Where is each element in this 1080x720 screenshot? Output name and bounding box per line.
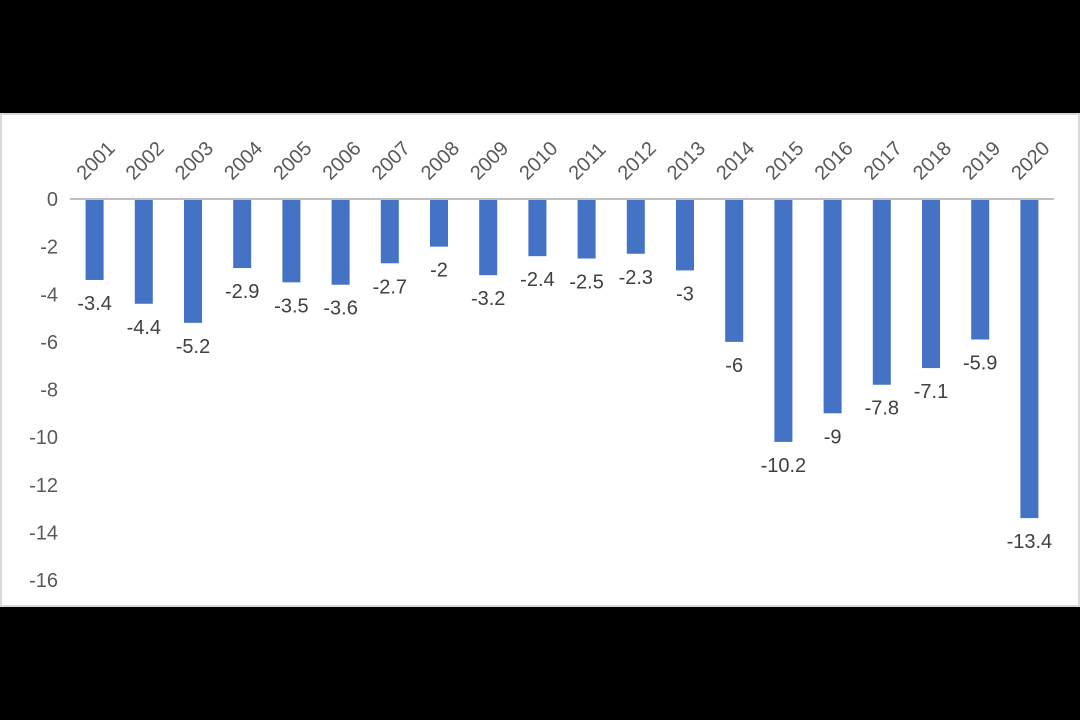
bar [823, 199, 842, 414]
bar-chart: 0-2-4-6-8-10-12-14-16 -3.4-4.4-5.2-2.9-3… [29, 138, 1055, 592]
data-label: -3.5 [274, 295, 308, 317]
category-label: 2013 [663, 138, 710, 185]
data-label: -7.1 [914, 381, 948, 403]
y-tick-label: -12 [29, 475, 58, 497]
data-label: -10.2 [761, 455, 807, 477]
bar [577, 199, 596, 259]
bar [184, 199, 202, 323]
data-label: -2.4 [520, 269, 554, 291]
chart-frame: 0 -2 -4 -6 -8 -10 -12 -14 -16 -3.4 -4.4 -5.2 -2.9 -3… [0, 113, 1080, 607]
category-label: 2007 [368, 138, 415, 185]
bar [774, 199, 793, 442]
category-label: 2002 [122, 138, 169, 185]
y-tick-label: -10 [29, 427, 58, 449]
bar [676, 199, 694, 271]
data-label: -4.4 [127, 317, 161, 339]
data-label: -2.9 [225, 281, 259, 303]
bar [626, 199, 645, 254]
data-label: -9 [824, 426, 842, 448]
category-label: 2020 [1007, 138, 1054, 185]
data-label: -3.2 [471, 288, 505, 310]
data-label: -5.2 [176, 336, 210, 358]
bar [725, 199, 744, 342]
data-label: -5.9 [963, 352, 997, 374]
bars [85, 199, 1039, 519]
data-label: -3 [676, 283, 694, 305]
category-label: 2001 [73, 138, 120, 185]
bar [1020, 199, 1039, 519]
category-label: 2003 [171, 138, 218, 185]
category-label: 2016 [811, 138, 858, 185]
category-label: 2006 [319, 138, 366, 185]
data-label: -7.8 [865, 398, 899, 420]
category-label: 2018 [909, 138, 956, 185]
bar [134, 199, 153, 304]
category-label: 2010 [515, 138, 562, 185]
bar [528, 199, 547, 257]
category-label: 2012 [614, 138, 661, 185]
bar [430, 199, 448, 247]
bar [922, 199, 940, 369]
data-label: -3.4 [77, 293, 111, 315]
data-label: -2.7 [373, 276, 407, 298]
bar [85, 199, 104, 280]
category-label: 2014 [712, 138, 759, 185]
category-label: 2011 [565, 139, 611, 185]
category-label: 2009 [466, 138, 513, 185]
bar [380, 199, 399, 264]
bar [233, 199, 252, 269]
category-label: 2015 [761, 138, 808, 185]
bar [331, 199, 350, 285]
category-label: 2004 [220, 138, 267, 185]
data-label: -2 [430, 260, 448, 282]
data-labels: -3.4 -4.4 -5.2 -2.9 -3.5 -3.6 -2.7 -2 -3.2 -2.4 -2… [77, 260, 1052, 553]
y-tick-label: -16 [29, 570, 58, 592]
y-tick-label: -14 [29, 522, 58, 544]
y-tick-label: -2 [40, 237, 58, 259]
y-tick-label: 0 [47, 189, 58, 211]
category-label: 2005 [269, 138, 316, 185]
bar [971, 199, 990, 340]
category-label: 2008 [417, 138, 464, 185]
category-labels: 2001 2002 2003 2004 2005 2006 2007 2008 2009 2010… [73, 138, 1055, 185]
data-label: -6 [725, 355, 743, 377]
data-label: -13.4 [1007, 531, 1053, 553]
category-label: 2019 [958, 138, 1005, 185]
bar [479, 199, 498, 276]
category-label: 2017 [860, 138, 907, 185]
data-label: -2.3 [619, 267, 653, 289]
bar [282, 199, 301, 283]
y-axis-ticks: 0 -2 -4 -6 -8 -10 -12 -14 -16 [29, 189, 58, 592]
y-tick-label: -4 [40, 284, 58, 306]
bar [872, 199, 891, 385]
data-label: -3.6 [323, 298, 357, 320]
data-label: -2.5 [569, 272, 603, 294]
y-tick-label: -6 [40, 332, 58, 354]
y-tick-label: -8 [40, 380, 58, 402]
